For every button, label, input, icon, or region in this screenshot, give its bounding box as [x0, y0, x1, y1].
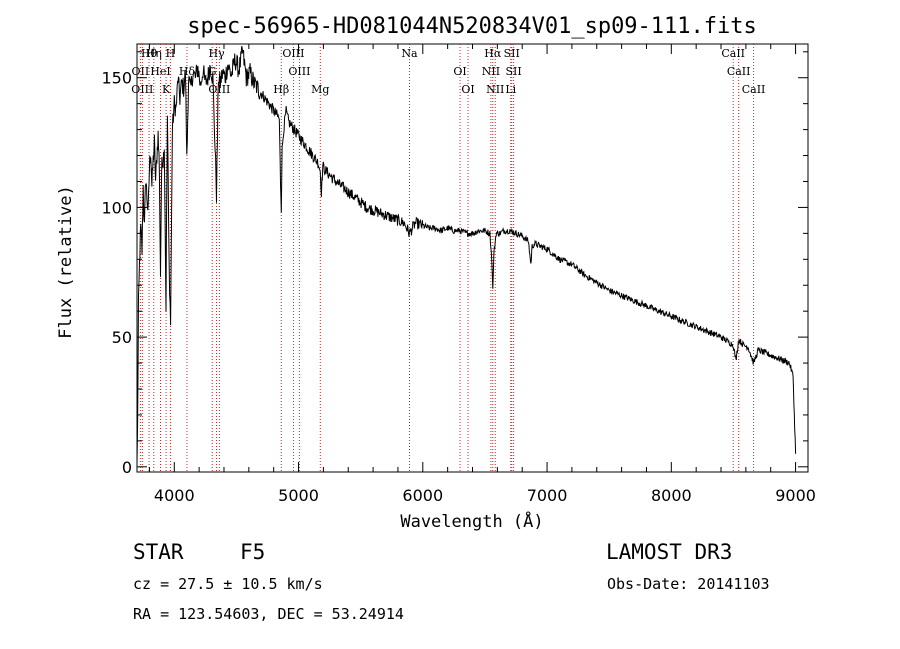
spectral-line-label: Li	[505, 83, 516, 96]
axis-ticks	[137, 44, 808, 472]
spectral-line-label: Hβ	[273, 83, 289, 96]
x-tick-label: 7000	[527, 486, 568, 505]
spectral-line-label: K	[162, 83, 171, 96]
plot-frame	[136, 43, 809, 473]
spectral-line-label: HeI	[150, 65, 170, 78]
spectral-line-label: Na	[401, 47, 418, 60]
spectral-line-label: SII	[504, 47, 520, 60]
y-tick-label: 100	[101, 198, 132, 217]
x-tick-label: 9000	[775, 486, 816, 505]
spectral-line-label: G	[208, 65, 217, 78]
spectral-line-label: CaII	[742, 83, 766, 96]
spectral-line-label: NII	[482, 65, 500, 78]
spectral-line-label: Hγ	[208, 47, 225, 60]
y-tick-label: 150	[101, 69, 132, 88]
chart-title: spec-56965-HD081044N520834V01_sp09-111.f…	[187, 14, 757, 39]
spectral-line-label: Hη	[146, 47, 162, 60]
object-subclass: F5	[240, 540, 266, 564]
spectral-line-label: CaII	[721, 47, 745, 60]
spectral-line-label: Hα	[484, 47, 502, 60]
spectral-line-label: OII	[131, 65, 149, 78]
x-tick-label: 5000	[278, 486, 319, 505]
obs-date: Obs-Date: 20141103	[607, 575, 770, 593]
object-class: STAR	[133, 540, 184, 564]
coordinates: RA = 123.54603, DEC = 53.24914	[133, 605, 404, 623]
spectral-line-label: OIII	[288, 65, 310, 78]
x-tick-label: 8000	[651, 486, 692, 505]
y-tick-label: 0	[122, 458, 132, 477]
spectral-line-labels: HθOIIOIIIHηHeIKHHδOIIIHγGHβOIIIOIIIMgNaO…	[131, 47, 765, 96]
spectral-line-label: Mg	[311, 83, 329, 96]
survey-name: LAMOST DR3	[606, 540, 733, 564]
y-axis-label: Flux (relative)	[56, 185, 76, 339]
redshift-text: cz = 27.5 ± 10.5 km/s	[133, 575, 323, 593]
spectral-line-label: SII	[506, 65, 522, 78]
y-tick-label: 50	[112, 328, 132, 347]
spectral-line-label: OI	[461, 83, 474, 96]
x-tick-label: 4000	[154, 486, 195, 505]
spectral-line-label: Hθ	[141, 47, 158, 60]
spectral-line-label: H	[166, 47, 176, 60]
x-axis-label: Wavelength (Å)	[400, 510, 543, 532]
spectral-line-label: OIII	[208, 83, 230, 96]
spectral-line-label: OIII	[282, 47, 304, 60]
spectrum-line	[136, 45, 797, 464]
spectral-line-markers	[139, 44, 755, 472]
spectral-line-label: NII	[486, 83, 504, 96]
spectral-line-label: OIII	[131, 83, 153, 96]
spectral-line-label: CaII	[727, 65, 751, 78]
spectral-line-label: OI	[453, 65, 466, 78]
spectral-line-label: Hδ	[179, 65, 196, 78]
axis-tick-labels: 4000 5000 6000 7000 8000 9000 0 50 100 150	[101, 69, 815, 505]
x-tick-label: 6000	[402, 486, 443, 505]
